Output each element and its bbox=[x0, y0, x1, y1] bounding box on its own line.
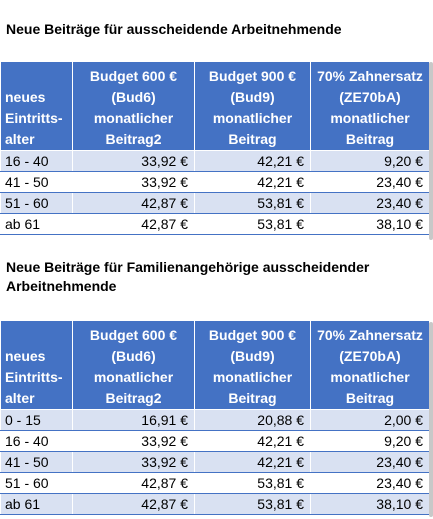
cell-ze70ba: 23,40 € bbox=[310, 451, 430, 473]
cell-bud9: 53,81 € bbox=[194, 213, 311, 235]
cell-bud9: 42,21 € bbox=[194, 430, 311, 452]
cell-bud6: 33,92 € bbox=[72, 150, 195, 172]
cell-bud6: 16,91 € bbox=[72, 409, 195, 431]
cell-ze70ba: 2,00 € bbox=[310, 409, 430, 431]
cell-bud6: 42,87 € bbox=[72, 472, 195, 494]
rates-table-family: neues Eintritts- alter Budget 600 € (Bud… bbox=[0, 320, 430, 515]
cell-bud6: 42,87 € bbox=[72, 493, 195, 515]
cell-ze70ba: 38,10 € bbox=[310, 493, 430, 515]
column-header-bud6: Budget 600 € (Bud6) monatlicher Beitrag2 bbox=[72, 61, 195, 151]
cell-entry-age: ab 61 bbox=[0, 493, 73, 515]
table-row: 41 - 50 33,92 € 42,21 € 23,40 € bbox=[0, 451, 430, 473]
cell-bud9: 42,21 € bbox=[194, 451, 311, 473]
column-header-ze70ba: 70% Zahnersatz (ZE70bA) monatlicher Beit… bbox=[310, 320, 430, 410]
vertical-scrollbar[interactable] bbox=[429, 62, 433, 240]
table-header-row: neues Eintritts- alter Budget 600 € (Bud… bbox=[0, 61, 430, 151]
cell-bud6: 42,87 € bbox=[72, 213, 195, 235]
cell-bud6: 33,92 € bbox=[72, 171, 195, 193]
section-heading: Neue Beiträge für ausscheidende Arbeitne… bbox=[6, 21, 342, 37]
cell-ze70ba: 23,40 € bbox=[310, 472, 430, 494]
column-header-bud9: Budget 900 € (Bud9) monatlicher Beitrag bbox=[194, 320, 311, 410]
cell-bud9: 53,81 € bbox=[194, 472, 311, 494]
cell-entry-age: 41 - 50 bbox=[0, 451, 73, 473]
cell-ze70ba: 9,20 € bbox=[310, 150, 430, 172]
cell-ze70ba: 38,10 € bbox=[310, 213, 430, 235]
cell-bud6: 33,92 € bbox=[72, 430, 195, 452]
table-row: 41 - 50 33,92 € 42,21 € 23,40 € bbox=[0, 171, 430, 193]
column-header-bud6: Budget 600 € (Bud6) monatlicher Beitrag2 bbox=[72, 320, 195, 410]
cell-entry-age: 51 - 60 bbox=[0, 472, 73, 494]
vertical-scrollbar[interactable] bbox=[429, 322, 433, 517]
cell-bud9: 53,81 € bbox=[194, 493, 311, 515]
section-heading: Neue Beiträge für Familienangehörige aus… bbox=[6, 259, 370, 294]
cell-ze70ba: 9,20 € bbox=[310, 430, 430, 452]
cell-bud6: 42,87 € bbox=[72, 192, 195, 214]
table-row: 51 - 60 42,87 € 53,81 € 23,40 € bbox=[0, 472, 430, 494]
cell-entry-age: 16 - 40 bbox=[0, 150, 73, 172]
cell-entry-age: ab 61 bbox=[0, 213, 73, 235]
table-row: 16 - 40 33,92 € 42,21 € 9,20 € bbox=[0, 150, 430, 172]
cell-entry-age: 0 - 15 bbox=[0, 409, 73, 431]
table-row: 16 - 40 33,92 € 42,21 € 9,20 € bbox=[0, 430, 430, 452]
column-header-bud9: Budget 900 € (Bud9) monatlicher Beitrag bbox=[194, 61, 311, 151]
cell-bud9: 42,21 € bbox=[194, 150, 311, 172]
rates-table-employees: neues Eintritts- alter Budget 600 € (Bud… bbox=[0, 61, 430, 235]
column-header-ze70ba: 70% Zahnersatz (ZE70bA) monatlicher Beit… bbox=[310, 61, 430, 151]
table-row: ab 61 42,87 € 53,81 € 38,10 € bbox=[0, 493, 430, 515]
cell-bud9: 20,88 € bbox=[194, 409, 311, 431]
table-row: 0 - 15 16,91 € 20,88 € 2,00 € bbox=[0, 409, 430, 431]
cell-entry-age: 41 - 50 bbox=[0, 171, 73, 193]
cell-ze70ba: 23,40 € bbox=[310, 171, 430, 193]
cell-bud9: 53,81 € bbox=[194, 192, 311, 214]
cell-bud9: 42,21 € bbox=[194, 171, 311, 193]
cell-bud6: 33,92 € bbox=[72, 451, 195, 473]
table-header-row: neues Eintritts- alter Budget 600 € (Bud… bbox=[0, 320, 430, 410]
table-row: 51 - 60 42,87 € 53,81 € 23,40 € bbox=[0, 192, 430, 214]
cell-entry-age: 51 - 60 bbox=[0, 192, 73, 214]
cell-ze70ba: 23,40 € bbox=[310, 192, 430, 214]
cell-entry-age: 16 - 40 bbox=[0, 430, 73, 452]
table-row: ab 61 42,87 € 53,81 € 38,10 € bbox=[0, 213, 430, 235]
column-header-entry-age: neues Eintritts- alter bbox=[0, 320, 73, 410]
column-header-entry-age: neues Eintritts- alter bbox=[0, 61, 73, 151]
